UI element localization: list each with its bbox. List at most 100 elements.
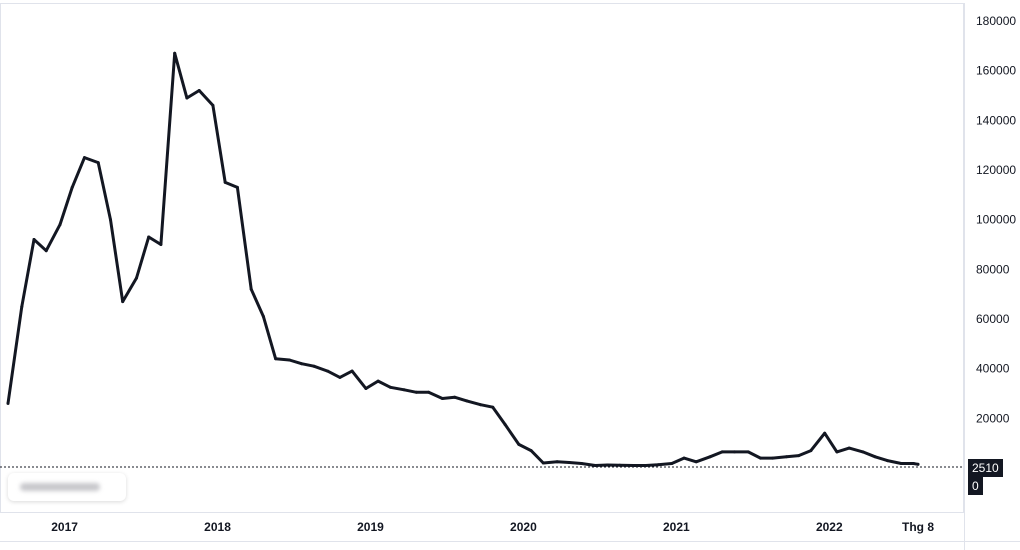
data-point [759, 456, 762, 460]
x-axis: 2017 2018 2019 2020 2021 2022 Thg 8 [51, 520, 934, 534]
data-point [83, 156, 86, 160]
data-point [274, 357, 278, 361]
plot-frame [0, 3, 964, 513]
data-point [147, 235, 151, 239]
data-point [135, 276, 138, 280]
data-point [911, 462, 915, 465]
x-tick-label: 2021 [663, 520, 690, 534]
data-point [58, 223, 62, 227]
y-axis: 20000 40000 60000 80000 100000 120000 140000 16… [976, 14, 1016, 425]
x-tick-label: 2020 [510, 520, 537, 534]
data-point [885, 459, 889, 463]
tradingview-logo-badge[interactable] [8, 473, 126, 501]
data-point [797, 454, 801, 458]
data-point [746, 450, 750, 454]
x-tick-label: 2017 [51, 520, 78, 534]
data-point [121, 300, 125, 304]
data-point [197, 89, 201, 92]
data-point [632, 464, 635, 467]
data-point [606, 463, 609, 467]
data-point [388, 385, 392, 389]
data-point [427, 390, 431, 394]
data-point [682, 456, 686, 460]
data-point [503, 423, 507, 426]
data-point [109, 218, 112, 222]
data-point [593, 464, 597, 467]
data-point [823, 431, 827, 435]
data-point [414, 390, 418, 394]
data-point [338, 375, 342, 379]
data-point [159, 243, 163, 246]
y-tick-label: 160000 [976, 64, 1016, 78]
data-point [567, 461, 571, 464]
data-point [20, 305, 24, 309]
data-point [541, 461, 545, 465]
data-point [873, 455, 877, 459]
data-point [694, 460, 698, 464]
data-point [185, 96, 189, 100]
y-tick-label: 40000 [976, 362, 1010, 376]
y-tick-label: 180000 [976, 14, 1016, 28]
y-tick-label: 20000 [976, 411, 1010, 425]
data-point [364, 387, 368, 390]
data-point [465, 399, 469, 403]
data-point [580, 462, 583, 465]
data-point [6, 401, 10, 405]
data-point [96, 161, 100, 165]
data-point [771, 456, 775, 460]
y-tick-label: 120000 [976, 163, 1016, 177]
data-point [440, 397, 444, 400]
data-point [300, 362, 304, 366]
data-point [835, 450, 839, 454]
y-tick-label: 80000 [976, 262, 1010, 276]
data-point [453, 395, 457, 399]
data-point [720, 450, 724, 454]
series-layer [6, 51, 920, 467]
data-point [211, 103, 215, 107]
second-value-badge: 0 [968, 477, 983, 495]
data-point [376, 379, 380, 383]
data-point [326, 369, 330, 373]
data-point [350, 369, 354, 373]
data-point [517, 442, 521, 446]
data-point [32, 238, 36, 241]
data-point [70, 185, 74, 189]
x-tick-label: 2018 [204, 520, 231, 534]
data-point [916, 462, 920, 466]
data-point [491, 405, 495, 409]
data-point [402, 388, 406, 392]
logo-blur [20, 483, 100, 491]
data-point [708, 455, 712, 459]
y-tick-label: 60000 [976, 312, 1010, 326]
data-point [235, 185, 239, 189]
y-tick-label: 140000 [976, 113, 1016, 127]
last-value-badge: 2510 [968, 459, 1003, 477]
data-point [644, 464, 648, 467]
data-point [861, 450, 865, 454]
data-point [287, 358, 291, 362]
data-point [261, 315, 265, 318]
data-point [733, 450, 736, 454]
data-point [223, 180, 227, 184]
data-point [312, 364, 316, 368]
series-line [6, 51, 920, 467]
data-point [899, 462, 903, 465]
data-point [670, 462, 674, 465]
x-tick-label: 2019 [357, 520, 384, 534]
data-point [618, 463, 622, 467]
data-point [809, 449, 813, 453]
data-point [44, 249, 48, 253]
data-point [555, 460, 559, 464]
data-point [173, 51, 177, 55]
x-tick-label: Thg 8 [902, 520, 934, 534]
data-point [479, 403, 483, 407]
data-point [847, 446, 851, 450]
data-point [656, 463, 660, 467]
data-point [529, 449, 533, 453]
data-point [785, 455, 788, 459]
y-tick-label: 100000 [976, 213, 1016, 227]
x-tick-label: 2022 [816, 520, 843, 534]
data-point [249, 287, 253, 291]
